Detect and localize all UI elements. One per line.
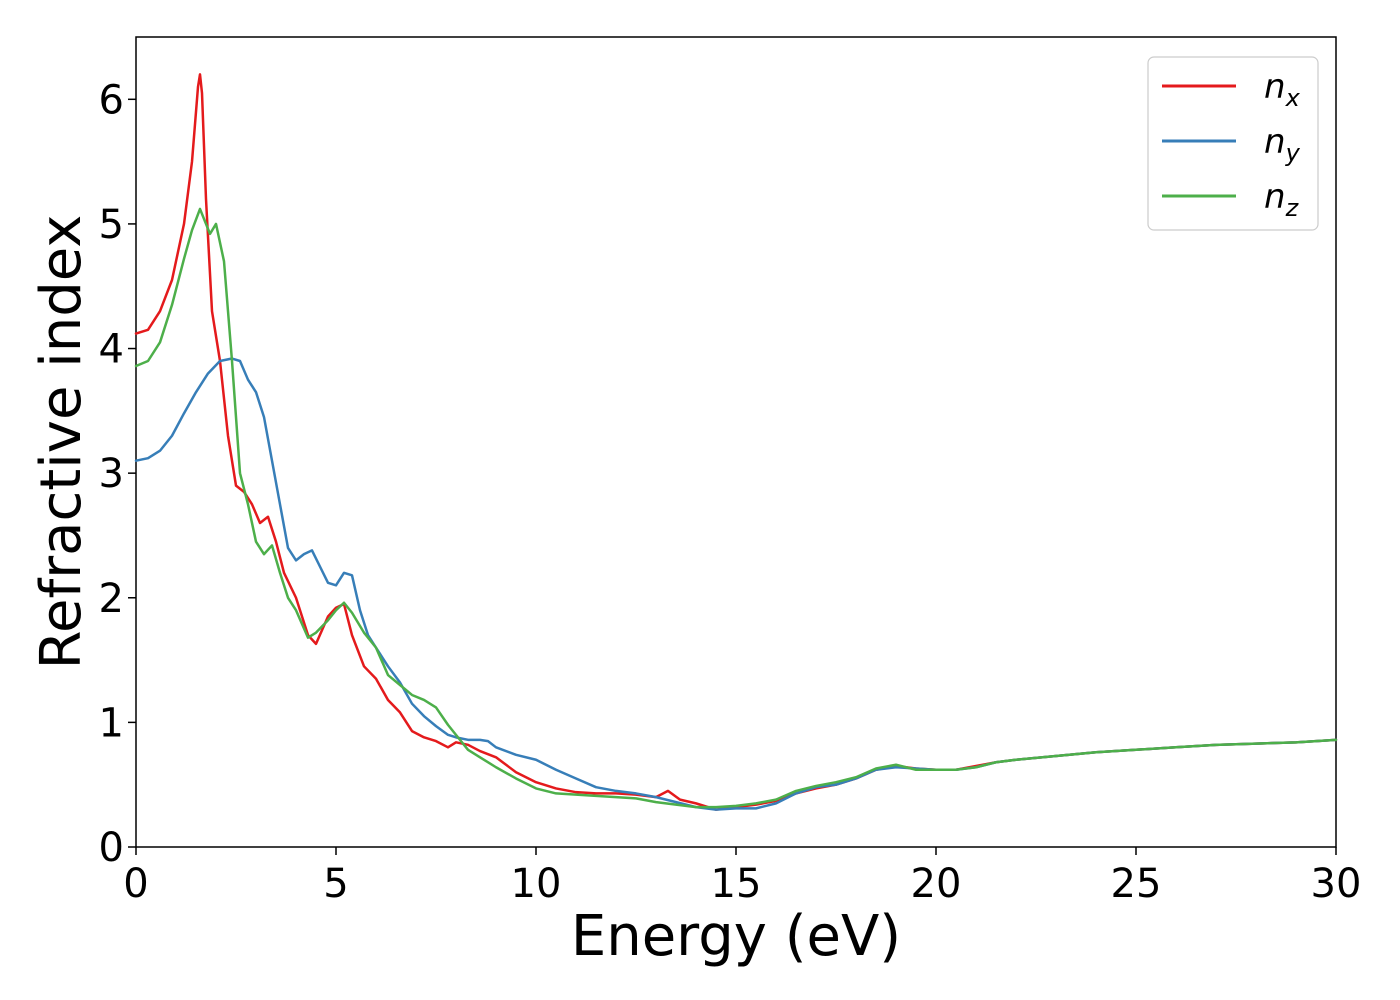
- x-tick-label: 0: [123, 861, 148, 907]
- y-tick-label: 0: [99, 825, 124, 871]
- legend-label-subscript: x: [1285, 84, 1301, 112]
- y-tick-label: 2: [99, 576, 124, 622]
- y-tick-label: 3: [99, 451, 124, 497]
- x-tick-label: 15: [711, 861, 762, 907]
- series-layer: [134, 73, 1338, 811]
- legend-label: nz: [1264, 177, 1300, 222]
- x-tick-label: 5: [323, 861, 348, 907]
- y-tick-label: 4: [99, 327, 124, 373]
- x-tick-label: 20: [911, 861, 962, 907]
- legend-label: ny: [1264, 122, 1301, 167]
- legend-label: nx: [1264, 67, 1301, 112]
- legend-label-base: n: [1264, 67, 1286, 107]
- legend-label-subscript: z: [1285, 194, 1300, 222]
- x-tick-label: 10: [511, 861, 562, 907]
- series-line-z: [134, 207, 1338, 809]
- legend-item-x: nx: [1162, 67, 1301, 112]
- legend-label-subscript: y: [1285, 139, 1301, 167]
- legend-item-z: nz: [1162, 177, 1300, 222]
- series-line-y: [134, 357, 1338, 811]
- y-axis-ticks: 0 1 2 3 4 5 6: [99, 77, 136, 871]
- x-axis-title: Energy (eV): [571, 904, 901, 969]
- x-tick-label: 25: [1111, 861, 1162, 907]
- x-axis-ticks: 0 5 10 15 20 25 30: [123, 847, 1361, 907]
- y-tick-label: 5: [99, 202, 124, 248]
- x-tick-label: 30: [1311, 861, 1362, 907]
- y-tick-label: 6: [99, 77, 124, 123]
- legend-box: [1147, 56, 1319, 231]
- y-tick-label: 1: [99, 700, 124, 746]
- legend-label-base: n: [1264, 122, 1286, 162]
- y-axis-title: Refractive index: [29, 215, 94, 670]
- legend-label-base: n: [1264, 177, 1286, 217]
- legend-item-y: ny: [1162, 122, 1301, 167]
